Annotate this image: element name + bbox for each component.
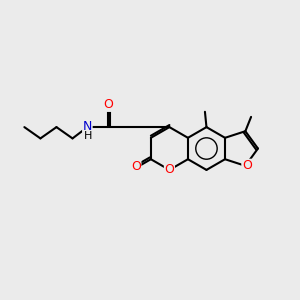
Text: O: O	[242, 159, 252, 172]
Text: O: O	[164, 164, 174, 176]
Text: O: O	[131, 160, 141, 173]
Text: N: N	[83, 120, 92, 133]
Text: O: O	[103, 98, 113, 111]
Text: H: H	[83, 131, 92, 141]
